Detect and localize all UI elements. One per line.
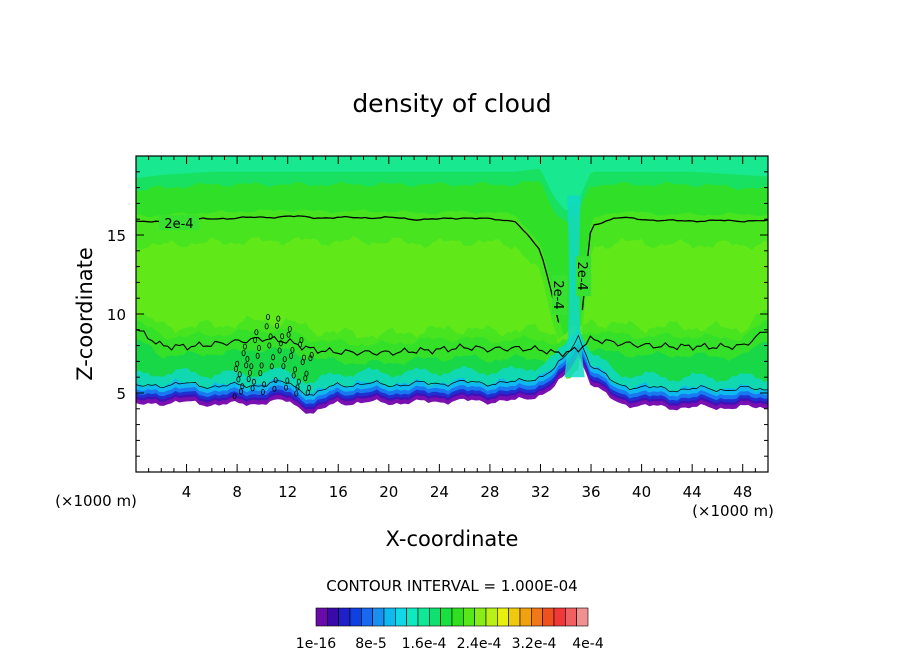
colorbar-swatch [406, 607, 419, 627]
colorbar-tick-label: 1.6e-4 [402, 636, 447, 652]
plot-area: 2e-4 2e-4 2e-4 [136, 156, 768, 414]
contour-label: 2e-4 [164, 217, 193, 232]
colorbar-swatch [553, 607, 566, 627]
colorbar-swatch [440, 607, 453, 627]
x-tick-label: 44 [683, 483, 702, 501]
colorbar-tick-label: 4e-4 [572, 636, 604, 652]
contour-interval-text: CONTOUR INTERVAL = 1.000E-04 [326, 577, 577, 595]
field-band-lime [136, 235, 768, 379]
colorbar-tick-label: 8e-5 [355, 636, 386, 652]
colorbar-swatch [349, 607, 362, 627]
x-tick-label: 24 [430, 483, 449, 501]
chart-title: density of cloud [352, 89, 551, 118]
contour-speckle-cluster [232, 313, 314, 400]
colorbar-swatch [451, 607, 464, 627]
x-tick-label: 32 [531, 483, 550, 501]
y-axis-label: Z-coordinate [73, 247, 97, 381]
colorbar-swatch [474, 607, 487, 627]
colorbar-tick-label: 3.2e-4 [512, 636, 557, 652]
updraft-column [564, 195, 585, 378]
colorbar-swatch [429, 607, 441, 627]
y-tick-label: 10 [107, 306, 126, 324]
y-tick-label: 15 [107, 227, 126, 245]
contour-label: 2e-4 [550, 280, 565, 309]
colorbar-swatch [395, 607, 407, 627]
colorbar-swatch [417, 607, 430, 627]
x-tick-label: 16 [329, 483, 348, 501]
colorbar-swatch [383, 607, 396, 627]
colorbar-swatch [327, 607, 339, 627]
colorbar-swatch [531, 607, 543, 627]
colorbar-swatch [565, 607, 577, 627]
x-tick-label: 28 [480, 483, 499, 501]
colorbar-swatch [338, 607, 351, 627]
colorbar-swatch [463, 607, 475, 627]
y-tick-label: 5 [116, 385, 126, 403]
field-band-purple [136, 349, 768, 414]
colorbar-swatch [372, 607, 385, 627]
x-tick-label: 40 [632, 483, 651, 501]
contour-line-upper-right [581, 216, 768, 311]
colorbar-swatch [485, 607, 498, 627]
colorbar-swatch [576, 607, 589, 627]
x-tick-label: 4 [182, 483, 192, 501]
contour-line-upper-left [136, 215, 560, 323]
x-tick-label: 36 [581, 483, 600, 501]
x-unit-label-left: (×1000 m) [55, 492, 137, 510]
colorbar-tick-label: 1e-16 [296, 636, 336, 652]
colorbar: 1e-16 8e-5 1.6e-4 2.4e-4 3.2e-4 4e-4 [296, 607, 604, 652]
colorbar-swatch [508, 607, 521, 627]
contour-line-lower [136, 328, 768, 358]
x-tick-label: 20 [379, 483, 398, 501]
colorbar-tick-label: 2.4e-4 [457, 636, 502, 652]
x-axis-label: X-coordinate [386, 527, 519, 551]
colorbar-swatch [315, 607, 328, 627]
x-unit-label-right: (×1000 m) [692, 502, 774, 520]
colorbar-swatch [542, 607, 555, 627]
colorbar-swatch [361, 607, 373, 627]
contour-label: 2e-4 [574, 261, 589, 290]
contour-line-base [136, 334, 768, 396]
x-tick-label: 48 [733, 483, 752, 501]
x-tick-label: 8 [232, 483, 242, 501]
colorbar-swatch [519, 607, 532, 627]
colorbar-swatch [497, 607, 509, 627]
x-tick-label: 12 [278, 483, 297, 501]
